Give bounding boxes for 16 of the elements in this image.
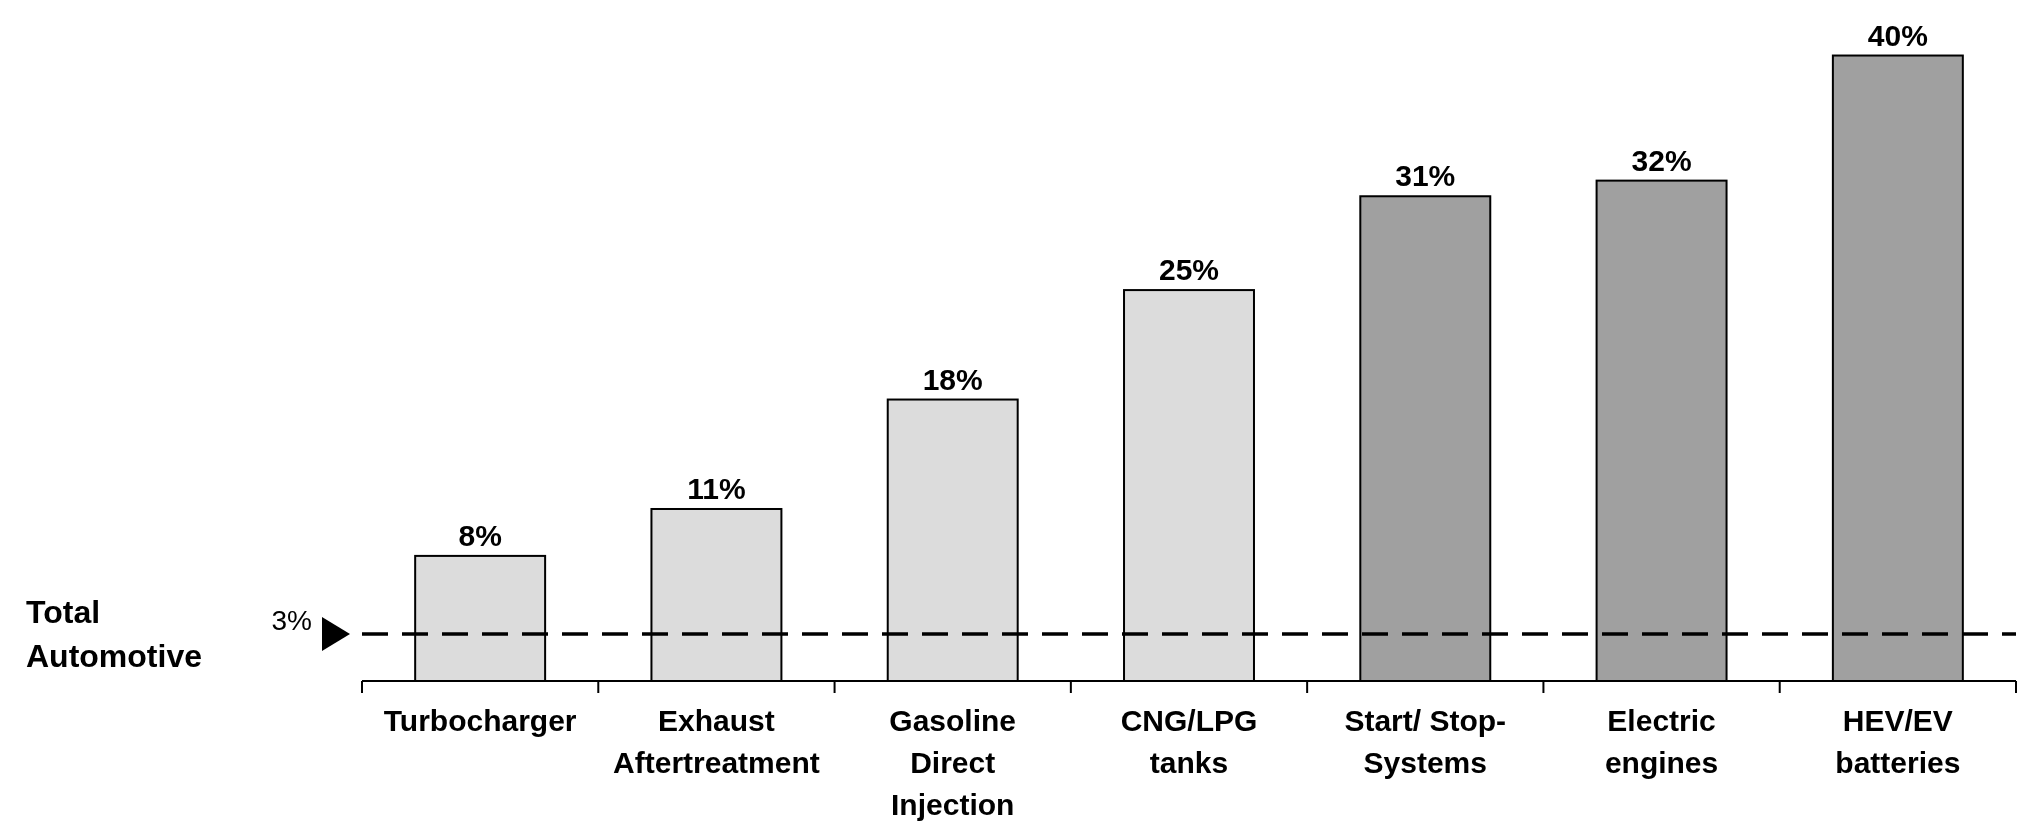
x-tick-label: CNG/LPG tanks	[1120, 704, 1258, 779]
x-tick-label: Turbocharger	[383, 704, 577, 737]
data-label: 18%	[922, 362, 983, 396]
x-tick-label: Electric engines	[1604, 704, 1719, 779]
x-tick-label: Start/ Stop-Systems	[1344, 704, 1507, 779]
data-label: 11%	[687, 472, 746, 505]
ref-line-label: 3%	[271, 605, 312, 637]
data-label: 25%	[1158, 253, 1220, 287]
x-tick-label: Exhaust Aftertreatment	[613, 704, 820, 779]
data-label: 40%	[1867, 18, 1928, 52]
x-tick-label: HEV/EV batteries	[1835, 704, 1961, 779]
text: Total Automotive	[26, 594, 202, 675]
data-label: 31%	[1395, 159, 1456, 193]
data-label: 32%	[1631, 143, 1692, 177]
data-label: 8%	[458, 518, 502, 552]
x-tick-label: Gasoline Direct Injection	[889, 704, 1017, 821]
